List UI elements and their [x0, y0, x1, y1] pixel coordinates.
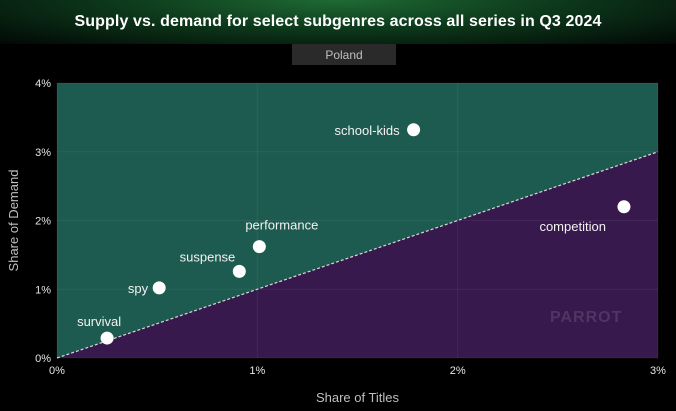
point-label-school-kids: school-kids [335, 123, 401, 138]
y-tick-label: 1% [35, 284, 51, 296]
point-label-suspense: suspense [180, 249, 236, 264]
y-axis-label: Share of Demand [6, 170, 21, 272]
x-tick-label: 2% [450, 365, 466, 377]
parity-line [56, 151, 659, 359]
y-tick-label: 4% [35, 78, 51, 90]
y-axis-ticks: 0% 1% 2% 3% 4% [35, 78, 51, 365]
data-point-survival [100, 331, 114, 345]
chart-title: Supply vs. demand for select subgenres a… [74, 13, 602, 30]
point-label-performance: performance [245, 218, 318, 233]
data-point-suspense [232, 264, 246, 278]
y-tick-label: 0% [35, 353, 51, 365]
parrot-logo-watermark: PARROT [550, 309, 623, 326]
y-tick-label: 2% [35, 216, 51, 228]
x-axis-label: Share of Titles [316, 390, 400, 405]
reference-diagonal [56, 151, 659, 359]
data-point-school-kids [407, 123, 421, 137]
gridlines [56, 82, 659, 359]
point-label-survival: survival [77, 314, 121, 329]
demand-exceeds-supply-region [57, 83, 658, 358]
x-tick-label: 1% [249, 365, 265, 377]
data-point-performance [252, 240, 266, 254]
y-tick-label: 3% [35, 147, 51, 159]
region-label: Poland [292, 44, 396, 65]
point-label-competition: competition [539, 219, 605, 234]
x-tick-label: 3% [650, 365, 666, 377]
data-points: school-kids competition performance suspens… [77, 123, 631, 345]
x-tick-label: 0% [49, 365, 65, 377]
data-point-spy [152, 281, 166, 295]
point-label-spy: spy [128, 281, 149, 296]
x-axis-ticks: 0% 1% 2% 3% [49, 365, 666, 377]
data-point-competition [617, 200, 631, 214]
chart-title-bar: Supply vs. demand for select subgenres a… [0, 0, 676, 44]
